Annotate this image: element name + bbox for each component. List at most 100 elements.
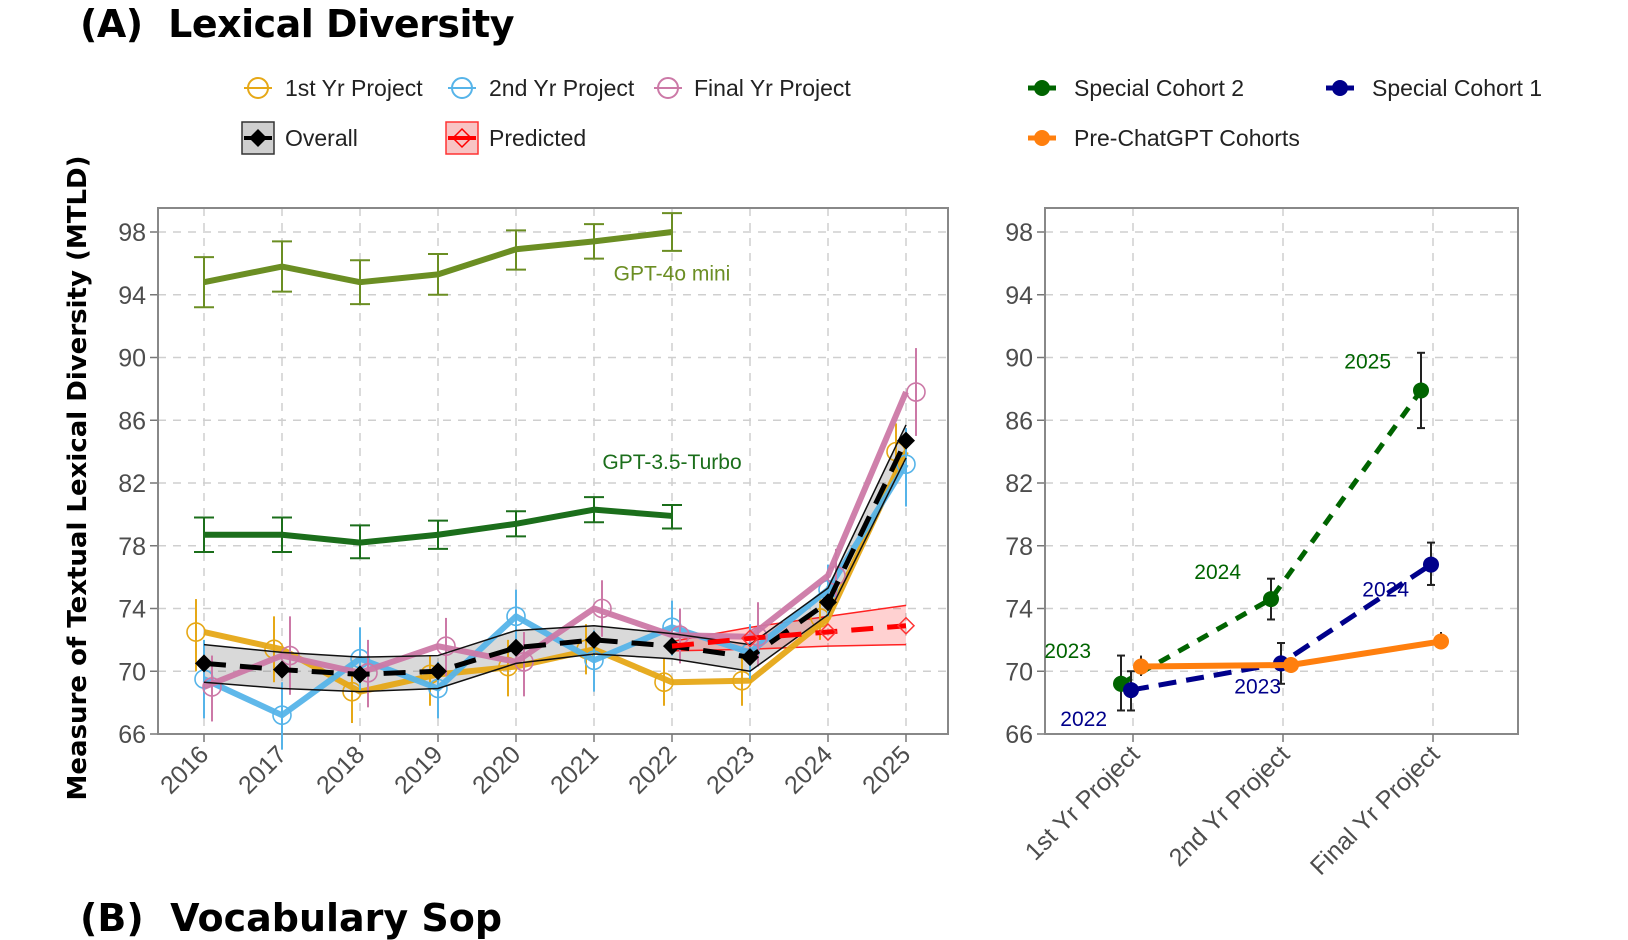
data-point-overall <box>741 648 759 667</box>
data-point-1st-yr-project <box>732 670 752 691</box>
data-point-overall <box>897 431 915 450</box>
legend-item-final-yr-project: Final Yr Project <box>654 75 851 101</box>
data-point-final-yr-project <box>202 677 222 697</box>
point-label-special-cohort-1: 2023 <box>1234 675 1281 698</box>
left-ytick-label: 98 <box>118 219 146 247</box>
right-xtick-label: 2nd Yr Project <box>1164 740 1296 872</box>
right-ytick-label: 86 <box>1005 407 1033 435</box>
left-xtick-label: 2016 <box>155 740 214 799</box>
series-gpt-3-5-turbo <box>194 496 682 560</box>
left-xtick-label: 2017 <box>233 740 292 799</box>
data-point-predicted <box>896 616 916 635</box>
left-xtick-label: 2019 <box>389 740 448 799</box>
data-point-final-yr-project <box>592 598 612 619</box>
data-point-overall <box>351 665 369 684</box>
point-label-special-cohort-2: 2024 <box>1194 561 1241 584</box>
series-gpt-4o-mini <box>194 212 682 309</box>
left-panel-mtld-by-year: 66 70 74 78 82 86 90 94 98 2016 2017 2018 2019 2020 20… <box>118 207 949 800</box>
left-ytick-label: 74 <box>118 596 146 624</box>
legend-item-pre-chatgpt-cohorts: Pre-ChatGPT Cohorts <box>1028 125 1300 151</box>
data-point-overall <box>819 593 837 612</box>
right-ytick-label: 82 <box>1005 470 1033 498</box>
left-xtick-label: 2024 <box>779 740 838 799</box>
data-point-special-cohort-1 <box>1123 682 1139 699</box>
legend-label: Special Cohort 2 <box>1074 75 1244 101</box>
right-ytick-label: 78 <box>1005 533 1033 561</box>
data-point-predicted <box>818 622 838 642</box>
right-ytick-label: 90 <box>1005 345 1033 373</box>
series-line-special-cohort-2 <box>1119 388 1424 686</box>
data-point-final-yr-project <box>906 382 926 402</box>
data-point-pre-chatgpt-cohorts <box>1283 656 1299 673</box>
left-ytick-label: 70 <box>118 658 146 686</box>
right-ytick-label: 66 <box>1005 721 1033 749</box>
right-panel-mtld-by-project: 66 70 74 78 82 86 90 94 98 1st Yr Project 2nd Yr P… <box>1005 207 1519 881</box>
left-ytick-label: 78 <box>118 533 146 561</box>
legend-item-special-cohort-1: Special Cohort 1 <box>1326 75 1542 101</box>
next-panel-title: (B) Vocabulary Sop <box>80 896 503 940</box>
legend-filled-circle-icon <box>1034 130 1050 146</box>
legend-label: Final Yr Project <box>694 75 851 101</box>
left-xtick-label: 2021 <box>545 740 604 799</box>
legend-open-circle-icon <box>451 77 473 99</box>
right-panel-border <box>1044 207 1519 735</box>
legend-label: Special Cohort 1 <box>1372 75 1542 101</box>
legend-open-circle-icon <box>247 77 269 99</box>
legend: 1st Yr Project 2nd Yr Project Final Yr Pro… <box>241 75 1542 155</box>
data-point-predicted <box>740 629 760 648</box>
legend-label: Pre-ChatGPT Cohorts <box>1074 125 1300 151</box>
left-ytick-label: 66 <box>118 721 146 749</box>
right-xtick-label: 1st Yr Project <box>1020 740 1146 866</box>
legend-item-1st-yr-project: 1st Yr Project <box>244 75 423 101</box>
left-xtick-label: 2018 <box>311 740 370 799</box>
data-point-2nd-yr-project <box>272 705 292 725</box>
left-ytick-label: 94 <box>118 282 146 310</box>
overall-band-upper-edge <box>203 424 907 658</box>
data-point-final-yr-project <box>436 636 456 656</box>
data-point-overall <box>429 662 447 681</box>
data-point-special-cohort-2 <box>1263 591 1279 608</box>
data-point-special-cohort-2 <box>1413 382 1429 399</box>
right-xtick-label: Final Yr Project <box>1305 740 1445 880</box>
legend-filled-circle-icon <box>1034 80 1050 96</box>
left-panel-border <box>157 207 949 735</box>
overall-band-lower-edge <box>203 457 907 693</box>
legend-label: Predicted <box>489 125 586 151</box>
series-pre-chatgpt-cohorts <box>1133 632 1449 676</box>
data-point-final-yr-project <box>280 645 300 666</box>
data-point-overall <box>585 630 603 649</box>
series-line-overall <box>203 439 909 677</box>
data-point-1st-yr-project <box>810 608 830 628</box>
series-line-predicted <box>671 623 907 649</box>
series-special-cohort-2: 2023 2024 2025 <box>1044 350 1429 712</box>
left-xtick-label: 2023 <box>701 740 760 799</box>
point-label-special-cohort-1: 2024 <box>1362 579 1409 602</box>
data-point-overall <box>195 654 213 673</box>
data-point-special-cohort-1 <box>1423 556 1439 573</box>
lexical-diversity-figure: 1st Yr Project 2nd Yr Project Final Yr Pro… <box>63 75 1542 881</box>
legend-label: Overall <box>285 125 358 151</box>
legend-open-circle-icon <box>657 77 679 99</box>
series-line-final-yr-project <box>202 390 909 690</box>
data-point-2nd-yr-project <box>506 606 526 627</box>
predicted-confidence-band <box>672 605 906 651</box>
right-ytick-label: 70 <box>1005 658 1033 686</box>
legend-filled-circle-icon <box>1332 80 1348 96</box>
left-ytick-label: 86 <box>118 407 146 435</box>
left-ytick-label: 82 <box>118 470 146 498</box>
left-ytick-label: 90 <box>118 345 146 373</box>
legend-item-2nd-yr-project: 2nd Yr Project <box>448 75 635 101</box>
left-xtick-label: 2022 <box>623 740 682 799</box>
point-label-special-cohort-2: 2025 <box>1344 350 1391 373</box>
legend-label: 1st Yr Project <box>285 75 423 101</box>
legend-item-predicted: Predicted <box>445 121 586 155</box>
right-ytick-label: 94 <box>1005 282 1033 310</box>
figure-title: (A) Lexical Diversity <box>80 2 514 46</box>
legend-label: 2nd Yr Project <box>489 75 635 101</box>
data-point-2nd-yr-project <box>584 650 604 671</box>
left-xtick-label: 2020 <box>467 740 526 799</box>
series-special-cohort-1: 2022 2023 2024 <box>1060 541 1439 731</box>
overall-confidence-band <box>204 424 906 692</box>
data-point-1st-yr-project <box>654 672 674 693</box>
right-ytick-label: 74 <box>1005 596 1033 624</box>
